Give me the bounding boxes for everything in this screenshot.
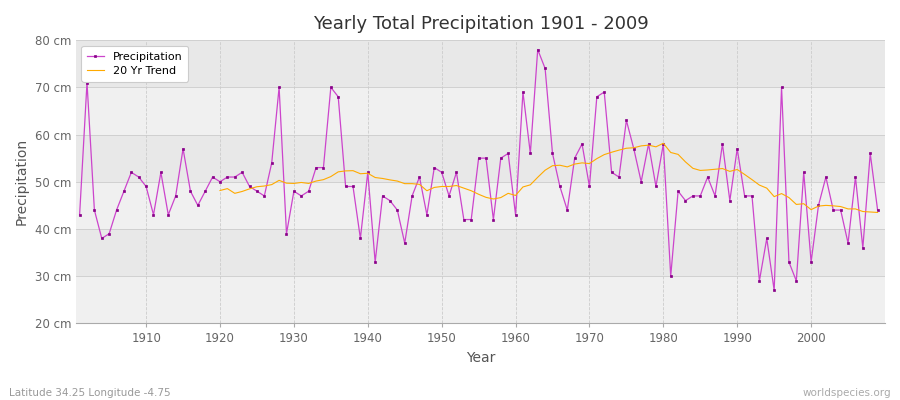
20 Yr Trend	[680, 160, 691, 164]
Bar	[76, 87, 885, 134]
Legend: Precipitation, 20 Yr Trend: Precipitation, 20 Yr Trend	[82, 46, 188, 82]
Bar	[76, 40, 885, 87]
Text: worldspecies.org: worldspecies.org	[803, 388, 891, 398]
20 Yr Trend	[414, 182, 425, 187]
Precipitation	[510, 212, 521, 217]
Precipitation	[133, 175, 144, 180]
Precipitation	[607, 170, 617, 175]
20 Yr Trend	[303, 181, 314, 186]
20 Yr Trend	[769, 194, 779, 199]
Precipitation	[340, 184, 351, 189]
20 Yr Trend	[214, 188, 225, 193]
Title: Yearly Total Precipitation 1901 - 2009: Yearly Total Precipitation 1901 - 2009	[312, 15, 648, 33]
Precipitation	[503, 151, 514, 156]
Precipitation	[532, 47, 543, 52]
Line: Precipitation: Precipitation	[78, 48, 879, 292]
Precipitation	[769, 288, 779, 293]
Precipitation	[296, 194, 307, 198]
Bar	[76, 134, 885, 182]
20 Yr Trend	[784, 195, 795, 200]
Bar	[76, 276, 885, 324]
Y-axis label: Precipitation: Precipitation	[15, 138, 29, 225]
Text: Latitude 34.25 Longitude -4.75: Latitude 34.25 Longitude -4.75	[9, 388, 171, 398]
Line: 20 Yr Trend: 20 Yr Trend	[220, 143, 878, 212]
Precipitation	[74, 212, 85, 217]
Precipitation	[872, 208, 883, 212]
X-axis label: Year: Year	[466, 351, 495, 365]
20 Yr Trend	[850, 206, 860, 211]
20 Yr Trend	[658, 141, 669, 146]
20 Yr Trend	[872, 210, 883, 215]
Bar	[76, 182, 885, 229]
Bar	[76, 229, 885, 276]
